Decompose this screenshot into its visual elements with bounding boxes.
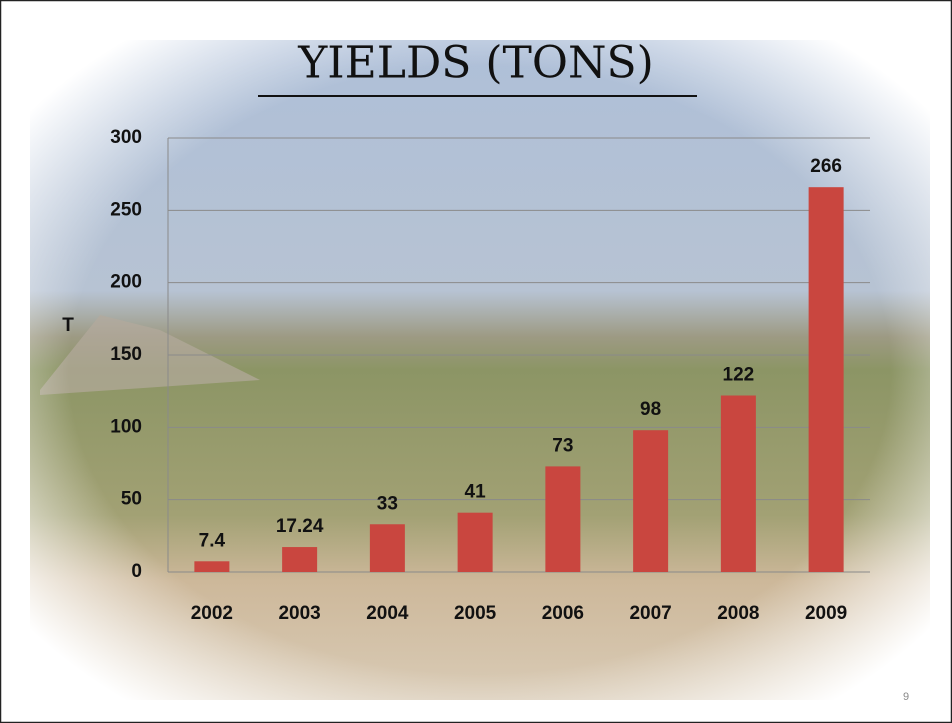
x-tick-label: 2009: [805, 603, 847, 624]
y-tick-label: 300: [110, 127, 142, 148]
y-tick-label: 150: [110, 344, 142, 365]
y-axis-label: T: [62, 315, 74, 336]
slide-title: YIELDS (TONS): [297, 38, 654, 89]
bar: [545, 466, 581, 572]
vignette: [20, 30, 940, 710]
value-label: 17.24: [276, 516, 324, 537]
bar: [282, 547, 318, 572]
y-tick-label: 0: [131, 561, 142, 582]
value-label: 266: [810, 156, 842, 177]
bar: [633, 430, 669, 572]
value-label: 41: [465, 482, 487, 503]
bar: [194, 561, 230, 572]
bar: [457, 512, 493, 572]
x-tick-label: 2002: [191, 603, 233, 624]
y-tick-label: 100: [110, 416, 142, 437]
bar: [369, 524, 405, 572]
value-label: 7.4: [199, 530, 226, 551]
x-tick-label: 2008: [717, 603, 759, 624]
page-number: 9: [903, 691, 909, 703]
value-label: 98: [640, 399, 661, 420]
y-tick-label: 200: [110, 272, 142, 293]
bar: [720, 395, 756, 572]
x-tick-label: 2007: [629, 603, 671, 624]
bar: [808, 187, 844, 573]
y-tick-label: 50: [121, 489, 142, 510]
value-label: 73: [552, 435, 573, 456]
x-tick-label: 2004: [366, 603, 409, 624]
y-tick-label: 250: [110, 199, 142, 220]
value-label: 122: [723, 365, 755, 386]
x-tick-label: 2003: [278, 603, 320, 624]
x-tick-label: 2005: [454, 603, 497, 624]
x-tick-label: 2006: [542, 603, 584, 624]
value-label: 33: [377, 493, 398, 514]
